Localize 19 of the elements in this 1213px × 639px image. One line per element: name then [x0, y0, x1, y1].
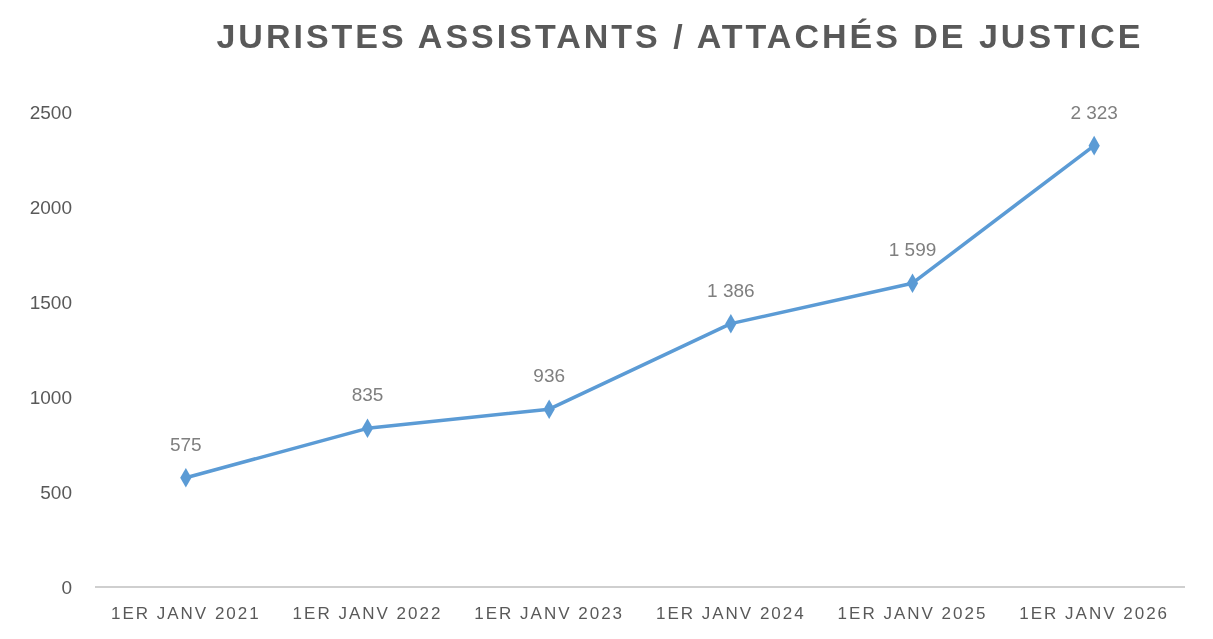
chart-title: JURISTES ASSISTANTS / ATTACHÉS DE JUSTICE: [216, 17, 1144, 55]
y-tick-label: 2000: [29, 196, 72, 218]
data-label: 2 323: [1070, 101, 1118, 123]
data-label: 835: [351, 384, 384, 406]
x-tick-label: 1ER JANV 2026: [1019, 604, 1170, 623]
y-tick-label: 2500: [29, 101, 72, 123]
y-tick-label: 500: [40, 481, 72, 503]
x-tick-label: 1ER JANV 2025: [837, 604, 988, 623]
y-tick-label: 0: [61, 576, 72, 598]
x-tick-label: 1ER JANV 2023: [474, 604, 625, 623]
x-tick-label: 1ER JANV 2022: [292, 604, 443, 623]
y-tick-label: 1500: [29, 291, 72, 313]
data-label: 936: [533, 365, 566, 387]
x-tick-label: 1ER JANV 2024: [655, 604, 806, 623]
data-label: 575: [169, 433, 202, 455]
x-tick-label: 1ER JANV 2021: [110, 604, 261, 623]
data-label: 1 599: [888, 239, 937, 261]
data-label: 1 386: [707, 279, 755, 301]
y-tick-label: 1000: [29, 386, 72, 408]
